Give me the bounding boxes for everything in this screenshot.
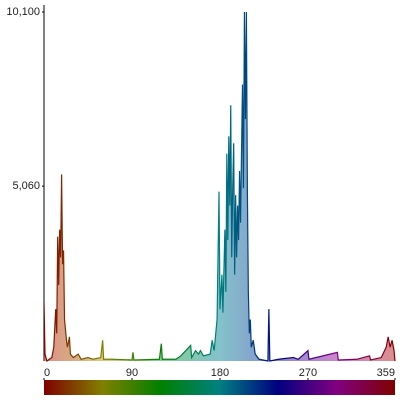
area-line: [44, 11, 396, 362]
x-tick-label: 0: [44, 367, 50, 379]
x-tick-label: 359: [377, 367, 395, 379]
x-tick-label: 270: [299, 367, 317, 379]
color-bar: [44, 380, 395, 395]
y-tick-label: 10,100: [6, 6, 40, 18]
x-tick-label: 180: [211, 367, 229, 379]
y-tick-label: 5,060: [12, 180, 40, 192]
x-tick-label: 90: [126, 367, 138, 379]
